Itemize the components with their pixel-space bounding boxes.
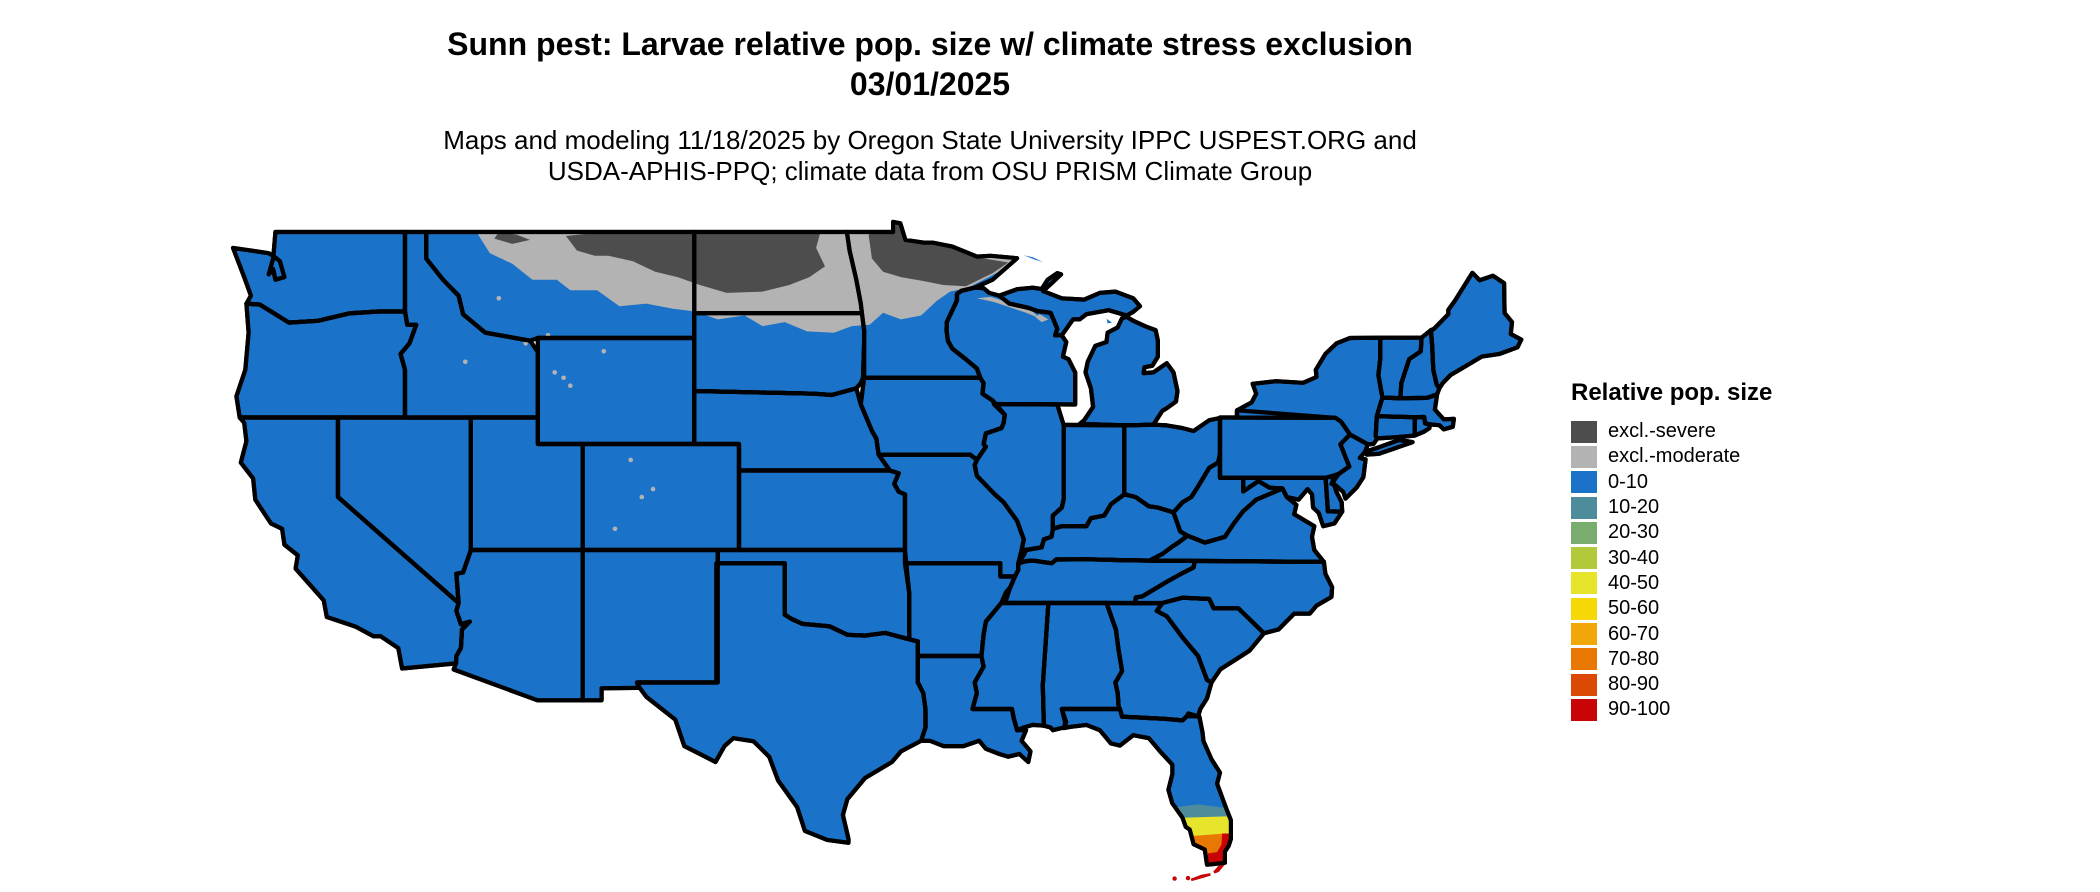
exclusion-zone-excl.-moderate (1035, 314, 1049, 323)
legend-item-label: 10-20 (1608, 496, 1660, 519)
state-border-mi-up (997, 271, 1143, 338)
legend-item-label: 50-60 (1608, 597, 1660, 620)
legend-swatch (1571, 597, 1597, 620)
legend-title: Relative pop. size (1571, 379, 1773, 406)
legend: Relative pop. size excl.-severe excl.-mod… (1571, 379, 1772, 723)
legend-swatch (1571, 420, 1597, 443)
legend-item-label: 40-50 (1608, 571, 1660, 594)
map-subtitle: Maps and modeling 11/18/2025 by Oregon S… (230, 125, 1630, 187)
state-ks (736, 468, 908, 553)
legend-item-80-90: 80-90 (1571, 672, 1772, 697)
map-title-line1: Sunn pest: Larvae relative pop. size w/ … (447, 26, 1413, 62)
legend-swatch (1571, 547, 1597, 570)
exclusion-speckle (612, 526, 618, 532)
states-layer (230, 219, 1524, 867)
legend-item-30-40: 30-40 (1571, 545, 1772, 570)
legend-item-excl.-moderate: excl.-moderate (1571, 444, 1772, 469)
florida-keys-dot (1172, 876, 1177, 881)
legend-item-50-60: 50-60 (1571, 596, 1772, 621)
legend-item-label: 30-40 (1608, 546, 1660, 569)
state-borders-layer (230, 219, 1524, 867)
legend-item-label: excl.-moderate (1608, 445, 1741, 468)
islands-and-keys (1023, 255, 1225, 882)
exclusion-zone-excl.-moderate (976, 296, 1040, 319)
legend-swatch (1571, 648, 1597, 671)
state-border-ny-li (1364, 437, 1415, 457)
legend-item-0-10: 0-10 (1571, 470, 1772, 495)
exclusion-speckle (496, 296, 502, 301)
legend-item-10-20: 10-20 (1571, 495, 1772, 520)
legend-item-60-70: 60-70 (1571, 621, 1772, 646)
state-nm (580, 547, 720, 703)
state-pa (1217, 408, 1353, 480)
exclusion-speckle (601, 349, 607, 354)
state-border-az (451, 547, 585, 703)
exclusion-overlay (476, 221, 1049, 333)
legend-item-label: 80-90 (1608, 673, 1660, 696)
legend-item-label: 70-80 (1608, 647, 1660, 670)
state-co (580, 441, 742, 553)
legend-swatch (1571, 572, 1597, 595)
state-border-fl (1059, 706, 1233, 867)
exclusion-speckle (463, 359, 468, 365)
map-subtitle-line2: USDA-APHIS-PPQ; climate data from OSU PR… (547, 156, 1313, 186)
exclusion-speckle (628, 457, 633, 463)
exclusion-speckle (561, 375, 566, 381)
legend-item-label: 0-10 (1608, 470, 1649, 493)
legend-item-label: 20-30 (1608, 521, 1660, 544)
exclusion-speckle (639, 494, 645, 500)
legend-item-label: 90-100 (1608, 698, 1671, 721)
florida-keys (1190, 873, 1211, 882)
legend-swatch (1571, 496, 1597, 519)
legend-items: excl.-severe excl.-moderate 0-10 10-20 20-30… (1571, 419, 1772, 723)
exclusion-zone-excl.-severe (494, 232, 531, 244)
exclusion-speckle (650, 486, 656, 492)
legend-item-40-50: 40-50 (1571, 571, 1772, 596)
state-border-me (1428, 270, 1524, 391)
state-border-tx (634, 561, 928, 845)
lake-island (1023, 255, 1043, 262)
exclusion-speckle (568, 383, 573, 389)
state-border-mi-lp (1077, 314, 1180, 428)
state-border-nj (1329, 432, 1370, 501)
legend-swatch (1571, 623, 1597, 646)
legend-item-20-30: 20-30 (1571, 520, 1772, 545)
map-title-date: 03/01/2025 (849, 66, 1011, 102)
legend-swatch (1571, 445, 1597, 468)
legend-item-70-80: 70-80 (1571, 647, 1772, 672)
state-me (1428, 270, 1524, 391)
state-border-nc (1133, 558, 1335, 636)
title-block: Sunn pest: Larvae relative pop. size w/ … (230, 24, 1630, 187)
legend-swatch (1571, 673, 1597, 696)
legend-swatch (1571, 521, 1597, 544)
legend-swatch (1571, 471, 1597, 494)
map-subtitle-line1: Maps and modeling 11/18/2025 by Oregon S… (443, 125, 1417, 155)
legend-item-label: 60-70 (1608, 622, 1660, 645)
legend-item-excl.-severe: excl.-severe (1571, 419, 1772, 444)
exclusion-speckle (552, 370, 557, 375)
legend-item-90-100: 90-100 (1571, 697, 1772, 722)
lake-island (1106, 318, 1113, 324)
florida-keys (1213, 862, 1225, 874)
florida-keys-dot (1185, 875, 1191, 881)
florida-hotspot-overlay (1176, 804, 1230, 865)
state-wy (535, 335, 697, 447)
exclusion-speckles (463, 296, 656, 532)
legend-item-label: excl.-severe (1608, 420, 1716, 443)
legend-swatch (1571, 698, 1597, 721)
